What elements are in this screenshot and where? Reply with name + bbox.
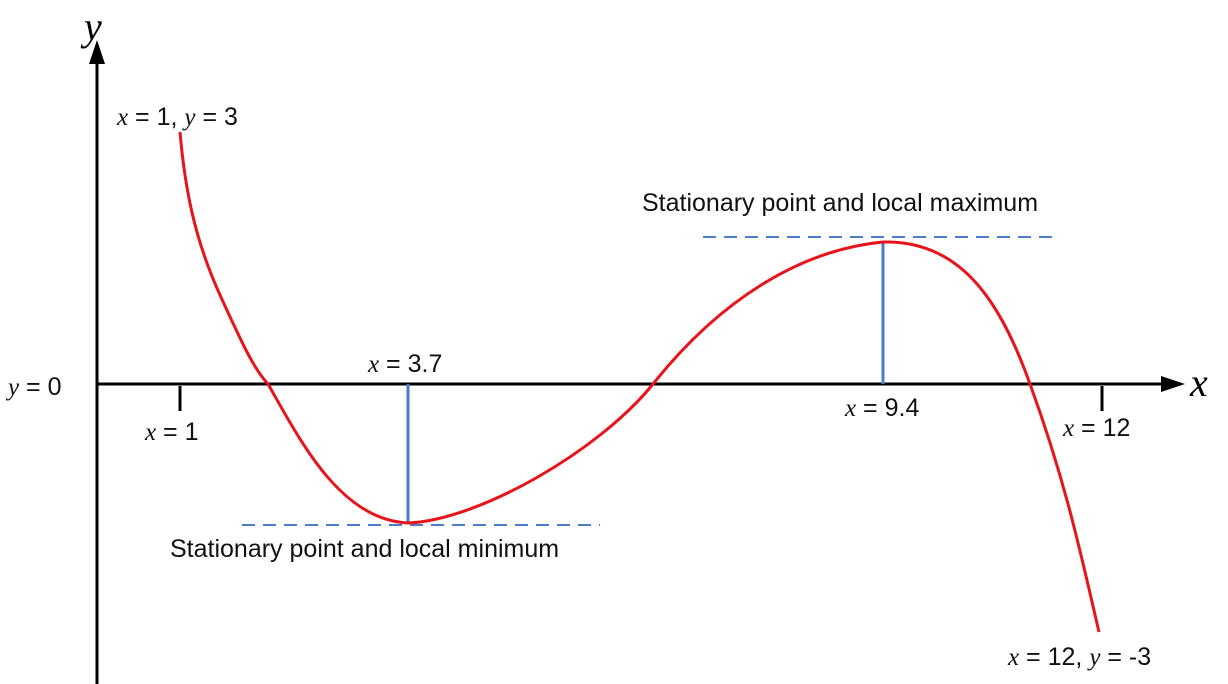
start-point-x-text: = 1,: [128, 103, 184, 131]
x-axis-name: x: [1189, 360, 1208, 405]
start-point-y-text: = 3: [196, 103, 238, 131]
x-twelve-label: x = 12: [1062, 414, 1130, 442]
end-point-y-text: = -3: [1100, 643, 1151, 671]
x-one-var: x: [144, 419, 156, 446]
x-max-text: = 9.4: [856, 394, 919, 422]
local-max-label: Stationary point and local maximum: [642, 189, 1038, 217]
x-axis-arrowhead: [1161, 376, 1185, 392]
y-axis-name: y: [80, 4, 102, 49]
end-point-x-var: x: [1007, 644, 1019, 671]
y-axis-arrowhead: [89, 40, 105, 64]
x-twelve-text: = 12: [1074, 414, 1130, 442]
local-min-label: Stationary point and local minimum: [170, 535, 559, 563]
y-zero-var: y: [5, 374, 20, 401]
x-min-label: x = 3.7: [367, 350, 442, 378]
function-curve: [178, 131, 1101, 633]
x-twelve-var: x: [1062, 415, 1074, 442]
x-one-text: = 1: [156, 418, 198, 446]
start-point-y-var: y: [181, 104, 196, 131]
end-point-y-var: y: [1086, 644, 1101, 671]
start-point-label: x = 1, y = 3: [116, 103, 238, 131]
end-point-label: x = 12, y = -3: [1007, 643, 1151, 671]
x-max-var: x: [844, 395, 856, 422]
end-point-x-text: = 12,: [1019, 643, 1089, 671]
x-max-label: x = 9.4: [844, 394, 919, 422]
x-min-text: = 3.7: [379, 350, 442, 378]
x-min-var: x: [367, 351, 379, 378]
start-point-x-var: x: [116, 104, 128, 131]
y-zero-text: = 0: [19, 373, 61, 401]
x-one-label: x = 1: [144, 418, 199, 446]
y-zero-label: y = 0: [5, 373, 62, 401]
